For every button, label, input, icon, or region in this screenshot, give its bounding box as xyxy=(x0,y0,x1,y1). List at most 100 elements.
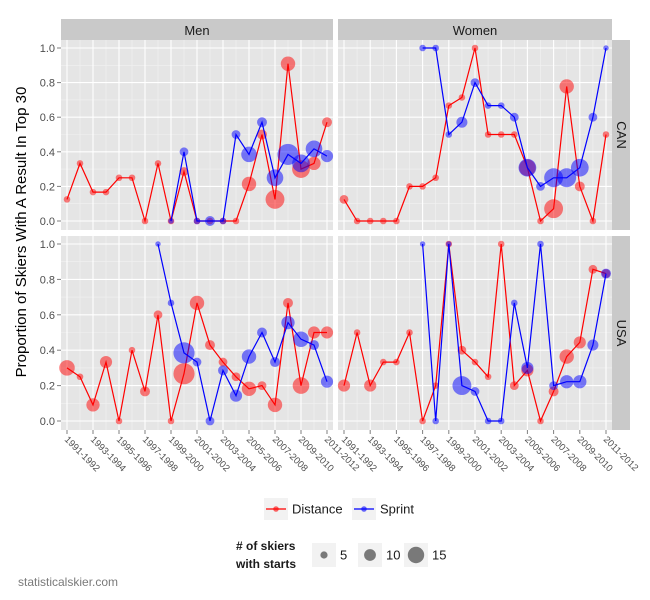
data-point-distance xyxy=(364,379,377,392)
data-point-distance xyxy=(406,183,413,190)
data-point-sprint xyxy=(229,389,243,402)
data-point-distance xyxy=(76,373,84,381)
data-point-distance xyxy=(205,340,215,351)
data-point-sprint xyxy=(241,146,257,163)
data-point-sprint xyxy=(509,112,519,122)
data-point-distance xyxy=(484,373,492,381)
data-point-sprint xyxy=(266,169,284,187)
facet-label-men: Men xyxy=(184,23,209,38)
data-point-distance xyxy=(322,117,332,128)
data-point-sprint xyxy=(257,117,267,128)
data-point-distance xyxy=(231,372,241,382)
data-point-distance xyxy=(588,264,598,274)
data-point-distance xyxy=(419,417,426,425)
data-point-distance xyxy=(537,417,544,425)
data-point-distance xyxy=(63,196,71,203)
legend-entry-sprint: Sprint xyxy=(352,498,414,520)
legend-label-distance: Distance xyxy=(292,502,343,517)
size-legend-entry: 5 xyxy=(312,543,347,567)
data-point-sprint xyxy=(470,78,480,87)
data-point-distance xyxy=(265,189,285,209)
data-point-sprint xyxy=(570,158,589,177)
data-point-distance xyxy=(380,358,387,366)
data-point-distance xyxy=(457,345,467,355)
data-point-distance xyxy=(128,346,136,354)
data-point-distance xyxy=(232,217,240,225)
data-point-distance xyxy=(115,174,123,182)
size-legend-title: with starts xyxy=(235,557,296,571)
data-point-distance xyxy=(432,382,439,389)
data-point-distance xyxy=(544,199,564,219)
data-point-sprint xyxy=(432,417,439,425)
y-tick-label: 0.2 xyxy=(40,181,55,193)
data-point-sprint xyxy=(173,342,195,364)
data-point-sprint xyxy=(292,154,310,173)
data-point-sprint xyxy=(518,158,537,177)
data-point-sprint xyxy=(305,140,323,158)
y-tick-label: 0.6 xyxy=(40,310,55,322)
data-point-sprint xyxy=(241,349,257,364)
data-point-sprint xyxy=(544,168,564,188)
y-tick-label: 1.0 xyxy=(40,239,55,251)
y-tick-label: 0.8 xyxy=(40,274,55,286)
data-point-sprint xyxy=(231,130,241,139)
y-tick-label: 0.0 xyxy=(40,216,55,228)
data-point-distance xyxy=(393,358,400,366)
data-point-distance xyxy=(406,329,413,336)
data-point-distance xyxy=(307,156,321,171)
data-point-sprint xyxy=(320,375,334,388)
data-point-distance xyxy=(86,398,100,412)
data-point-distance xyxy=(574,181,585,192)
data-point-distance xyxy=(292,377,310,394)
credit-text: statisticalskier.com xyxy=(18,575,118,589)
legend-key-point xyxy=(273,506,279,512)
data-point-sprint xyxy=(309,340,319,351)
data-point-sprint xyxy=(470,387,480,396)
data-point-sprint xyxy=(205,216,215,226)
legend-label-sprint: Sprint xyxy=(380,502,414,517)
facet-label-usa: USA xyxy=(614,320,629,347)
facet-label-can: CAN xyxy=(614,121,629,148)
data-point-sprint xyxy=(588,112,598,122)
size-legend-point xyxy=(407,546,425,564)
data-point-distance xyxy=(353,217,361,225)
data-point-sprint xyxy=(168,218,174,224)
data-point-distance xyxy=(432,174,439,182)
data-point-sprint xyxy=(549,381,558,390)
facet-label-women: Women xyxy=(453,23,498,38)
data-point-distance xyxy=(76,160,84,167)
size-legend-point xyxy=(320,551,328,559)
data-point-distance xyxy=(393,217,400,225)
data-point-distance xyxy=(471,44,479,52)
data-point-distance xyxy=(337,379,351,392)
data-point-distance xyxy=(445,102,453,109)
data-point-distance xyxy=(267,397,283,413)
data-point-distance xyxy=(257,381,267,390)
size-legend-label: 10 xyxy=(386,548,400,563)
y-tick-label: 0.4 xyxy=(40,147,55,159)
data-point-sprint xyxy=(179,147,189,157)
data-point-distance xyxy=(497,240,505,248)
size-legend-label: 15 xyxy=(432,548,446,563)
color-legend: Distance Sprint xyxy=(264,498,414,520)
data-point-distance xyxy=(511,131,518,138)
y-tick-label: 0.4 xyxy=(40,345,55,357)
data-point-sprint xyxy=(219,217,227,225)
data-point-distance xyxy=(102,188,110,196)
y-tick-label: 0.6 xyxy=(40,112,55,124)
data-point-sprint xyxy=(320,150,334,163)
data-point-sprint xyxy=(270,357,280,368)
data-point-distance xyxy=(497,131,505,138)
data-point-distance xyxy=(573,336,586,349)
panel-women-usa: 1991-19921993-19941995-19961997-19981999… xyxy=(337,236,640,474)
facet-strip-men xyxy=(61,19,333,40)
data-point-distance xyxy=(115,417,123,425)
data-point-sprint xyxy=(573,375,587,389)
data-point-distance xyxy=(99,355,113,369)
data-point-distance xyxy=(154,160,162,167)
data-point-sprint xyxy=(432,44,439,52)
data-point-sprint xyxy=(218,365,228,376)
data-point-sprint xyxy=(452,376,472,396)
